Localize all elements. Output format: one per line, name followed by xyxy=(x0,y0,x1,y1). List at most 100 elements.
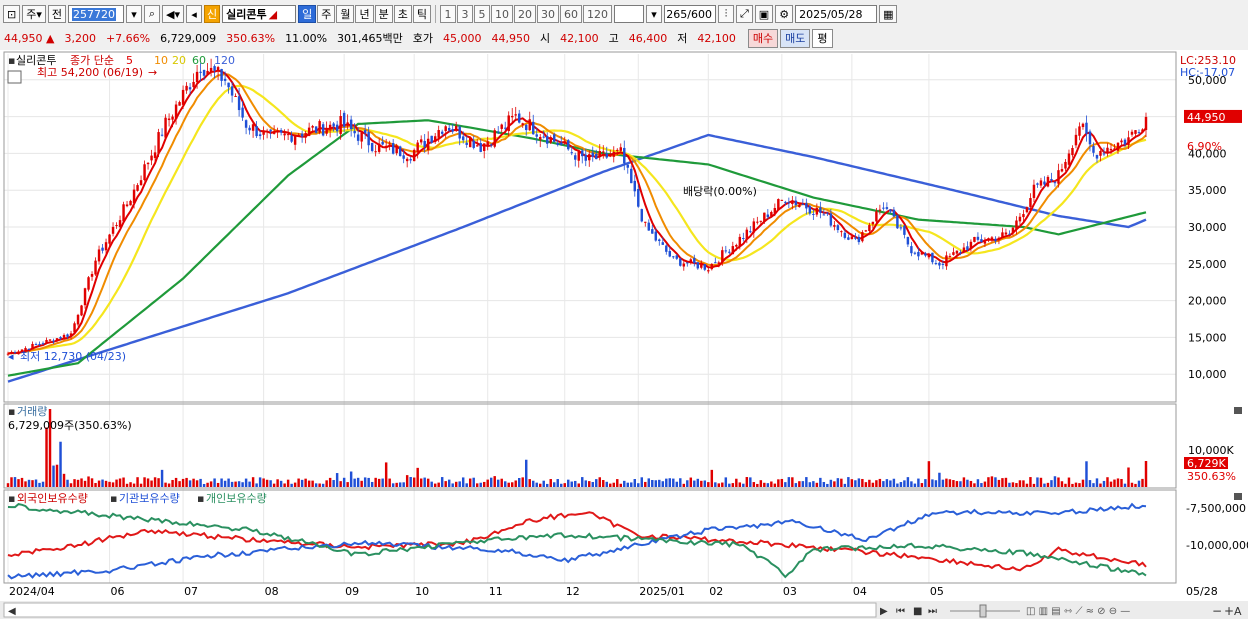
candle-body xyxy=(500,124,503,129)
candle xyxy=(164,114,167,140)
candle xyxy=(59,336,62,341)
candle xyxy=(801,198,805,206)
gear-icon[interactable]: ⚙ xyxy=(775,5,794,23)
candle-body xyxy=(924,253,927,256)
first-page-icon[interactable]: ⏮ xyxy=(896,606,905,617)
count-input[interactable]: 265/600 xyxy=(663,5,716,23)
eval-button[interactable]: 평 xyxy=(812,28,833,48)
candle xyxy=(241,101,244,121)
candle xyxy=(1018,212,1022,226)
volume-bar xyxy=(756,483,759,487)
candle-body xyxy=(738,236,742,246)
volume-bar xyxy=(160,469,164,487)
volume-bar xyxy=(875,480,878,487)
interval-button-120[interactable]: 120 xyxy=(582,5,612,23)
candle xyxy=(724,245,728,254)
interval-button-3[interactable]: 3 xyxy=(456,5,473,23)
code-dropdown-icon[interactable]: ▾ xyxy=(126,5,142,23)
scroll-track[interactable] xyxy=(3,602,877,618)
custom-interval-input[interactable] xyxy=(613,5,644,23)
date-input[interactable]: 2025/05/28 xyxy=(795,5,878,23)
chart-settings-icon[interactable]: ⊡ xyxy=(3,5,21,23)
stop-icon[interactable]: ■ xyxy=(913,606,922,617)
candle xyxy=(6,351,10,356)
volume-bar xyxy=(959,481,962,487)
candle xyxy=(633,174,637,197)
interval-button-30[interactable]: 30 xyxy=(536,5,559,23)
candle-body xyxy=(391,142,395,154)
zoom-in-icon[interactable]: + xyxy=(1224,604,1234,618)
drawing-tools-icon[interactable]: ◫ ▥ ▤ ⇿ ⟋ ≈ ⊘ ⊖ — xyxy=(1026,606,1130,617)
save-icon[interactable]: ▣ xyxy=(754,5,774,23)
period-tab-0[interactable]: 일 xyxy=(298,5,317,23)
period-tab-2[interactable]: 월 xyxy=(336,5,355,23)
interval-button-60[interactable]: 60 xyxy=(559,5,582,23)
period-tab-5[interactable]: 초 xyxy=(393,5,412,23)
candle-body xyxy=(885,207,889,209)
interval-button-20[interactable]: 20 xyxy=(513,5,536,23)
volume-bar xyxy=(311,480,314,487)
sell-button[interactable]: 매도 xyxy=(780,28,811,48)
scroll-right-icon[interactable]: ▶ xyxy=(880,606,888,617)
calendar-icon[interactable]: ▦ xyxy=(879,5,898,23)
candle-body xyxy=(696,262,700,269)
type-select[interactable]: 주 ▾ xyxy=(22,5,46,23)
font-size-icon[interactable]: A xyxy=(1234,605,1242,618)
interval-dropdown-icon[interactable]: ▾ xyxy=(645,5,662,23)
period-tab-1[interactable]: 주 xyxy=(317,5,336,23)
stock-name-field[interactable]: 실리콘투 ◢ xyxy=(222,5,297,23)
volume-bar xyxy=(24,481,27,487)
holdings-panel-close-icon[interactable] xyxy=(1234,493,1242,500)
volume-bar xyxy=(843,483,847,487)
volume-bar xyxy=(388,478,391,487)
period-tab-3[interactable]: 년 xyxy=(355,5,374,23)
candle-body xyxy=(766,214,770,218)
candle-type-icon[interactable]: ⫶ xyxy=(717,5,734,23)
candle-body xyxy=(581,150,584,157)
candle xyxy=(293,134,297,151)
candle-body xyxy=(479,143,482,152)
candle-body xyxy=(542,136,545,138)
candle xyxy=(679,257,682,267)
zoom-out-icon[interactable]: − xyxy=(1212,604,1222,618)
sidebar-toggle-icon[interactable]: ◂ xyxy=(185,5,202,23)
stock-code-input[interactable]: 257720 xyxy=(68,5,124,23)
period-tab-4[interactable]: 분 xyxy=(374,5,393,23)
candle xyxy=(489,143,493,148)
candle xyxy=(265,128,269,139)
candle xyxy=(279,128,283,136)
candle xyxy=(1043,176,1046,188)
calculator-icon[interactable] xyxy=(7,70,22,84)
volume-bar xyxy=(423,477,426,487)
candle-body xyxy=(384,145,388,147)
period-tab-6[interactable]: 틱 xyxy=(412,5,431,23)
candle-body xyxy=(104,242,108,251)
candle-body xyxy=(700,264,703,268)
interval-button-10[interactable]: 10 xyxy=(490,5,513,23)
candle-body xyxy=(686,262,689,264)
prev-button[interactable]: 전 xyxy=(47,5,66,23)
volume-bar xyxy=(1036,477,1039,487)
candle-body xyxy=(199,71,202,73)
sound-icon[interactable]: ◀▾ xyxy=(162,5,184,23)
stock-chart[interactable]: ▪ 실리콘투 종가 단순 5 10 20 60 120 최고 54,200 (0… xyxy=(0,50,1248,621)
interval-button-5[interactable]: 5 xyxy=(473,5,490,23)
candle-body xyxy=(780,199,784,201)
volume-bar xyxy=(567,479,570,487)
volume-bar xyxy=(794,483,798,487)
search-icon[interactable]: ⌕ xyxy=(144,5,160,23)
zoom-slider-handle[interactable] xyxy=(979,604,987,618)
line-tool-icon[interactable]: ⤢ xyxy=(735,5,753,23)
last-page-icon[interactable]: ⏭ xyxy=(928,606,937,617)
scroll-left-icon[interactable]: ◀ xyxy=(8,606,16,617)
candle xyxy=(850,233,854,240)
type-label: 주 xyxy=(26,8,37,21)
candle xyxy=(1022,209,1025,222)
buy-button[interactable]: 매수 xyxy=(747,28,779,48)
candle xyxy=(955,250,959,259)
interval-button-1[interactable]: 1 xyxy=(439,5,456,23)
candle xyxy=(1134,129,1137,138)
volume-panel-close-icon[interactable] xyxy=(1234,407,1242,414)
candle xyxy=(136,183,139,192)
